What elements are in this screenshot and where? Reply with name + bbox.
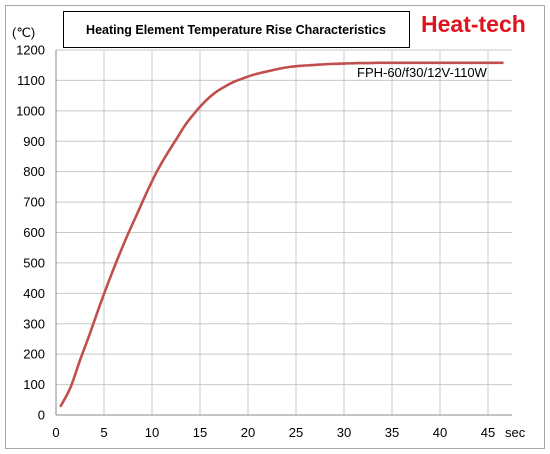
y-tick-label: 200	[23, 347, 45, 362]
x-tick-label: 40	[433, 425, 447, 440]
x-axis-unit-label: sec	[505, 425, 526, 440]
y-tick-label: 800	[23, 164, 45, 179]
x-tick-label: 15	[193, 425, 207, 440]
x-tick-label: 10	[145, 425, 159, 440]
y-axis-unit-label: (℃)	[12, 25, 35, 40]
brand-logo: Heat-tech	[421, 11, 526, 37]
y-tick-label: 300	[23, 316, 45, 331]
chart-title: Heating Element Temperature Rise Charact…	[86, 23, 386, 37]
series-layer	[59, 61, 504, 408]
y-tick-label: 1000	[16, 103, 45, 118]
series-line	[59, 61, 504, 408]
y-tick-label: 600	[23, 225, 45, 240]
y-tick-label: 1200	[16, 43, 45, 58]
y-tick-label: 900	[23, 134, 45, 149]
y-axis-ticks: 0 100 200 300 400 500 600 700 800 900 1000 1100 1200	[16, 43, 45, 423]
chart-border	[5, 5, 545, 449]
grid-lines	[55, 49, 512, 416]
y-tick-label: 0	[38, 408, 45, 423]
x-tick-label: 5	[100, 425, 107, 440]
x-tick-label: 45	[481, 425, 495, 440]
series-label: FPH-60/f30/12V-110W	[357, 65, 488, 80]
x-tick-label: 35	[385, 425, 399, 440]
x-tick-label: 20	[241, 425, 255, 440]
title-box	[63, 11, 410, 48]
x-tick-label: 25	[289, 425, 303, 440]
y-tick-label: 100	[23, 377, 45, 392]
x-axis-ticks: 0 5 10 15 20 25 30 35 40 45	[52, 425, 495, 440]
y-tick-label: 700	[23, 195, 45, 210]
y-tick-label: 1100	[17, 73, 45, 88]
y-tick-label: 400	[23, 286, 45, 301]
y-tick-label: 500	[23, 255, 45, 270]
x-tick-label: 30	[337, 425, 351, 440]
x-tick-label: 0	[52, 425, 59, 440]
